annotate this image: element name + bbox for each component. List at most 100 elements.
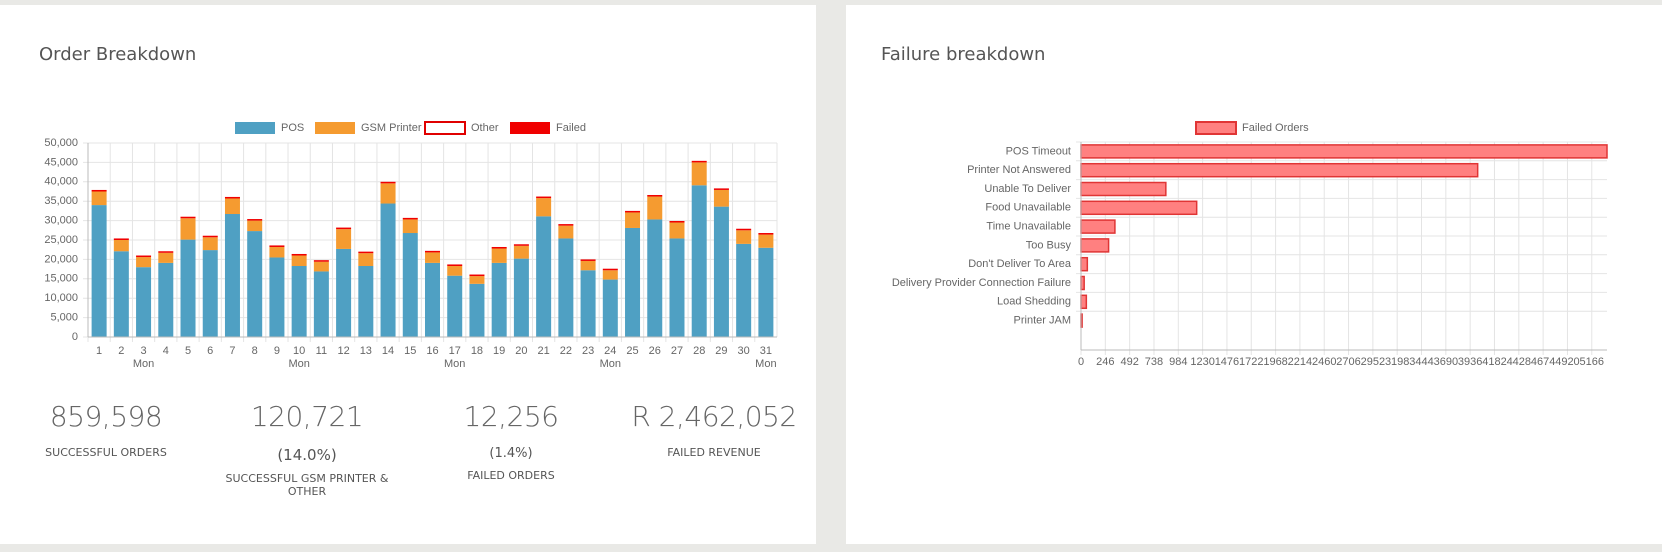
bar (1080, 144, 1608, 159)
stat: 859,598 SUCCESSFUL ORDERS (6, 400, 206, 459)
x-tick-label: 4920 (1555, 356, 1579, 368)
x-tick-label: 4428 (1507, 356, 1531, 368)
bar-segment (580, 259, 596, 261)
bar-segment (602, 270, 618, 280)
x-tick-label: 21 (538, 345, 550, 357)
x-tick-label: 13 (360, 345, 372, 357)
card-title: Failure breakdown (881, 44, 1045, 65)
bar-segment (336, 248, 352, 337)
bar-segment (669, 220, 685, 223)
bar-segment (224, 214, 240, 337)
x-tick-label: 3444 (1409, 356, 1433, 368)
x-tick-label: 15 (404, 345, 416, 357)
bar-segment (713, 189, 729, 207)
legend-swatch (1195, 121, 1237, 135)
bar-segment (358, 265, 374, 337)
bar-segment (91, 205, 107, 337)
x-tick-label: 30 (738, 345, 750, 357)
bar-segment (402, 217, 418, 220)
y-tick-label: 15,000 (44, 273, 78, 285)
bar-segment (358, 253, 374, 266)
x-tick-label: 10 (293, 345, 305, 357)
bar-segment (136, 257, 152, 268)
bar-segment (669, 238, 685, 337)
x-tick-label: 5 (185, 345, 191, 357)
y-tick-label: Too Busy (1026, 239, 1072, 251)
x-tick-label: 1968 (1263, 356, 1287, 368)
bar-segment (425, 262, 440, 337)
bar (1080, 238, 1110, 253)
bar-segment (736, 228, 752, 231)
bar-segment (647, 196, 663, 220)
legend-label: GSM Printer (361, 122, 422, 134)
bar-segment (536, 196, 552, 199)
x-tick-label: 14 (382, 345, 394, 357)
bar-segment (469, 283, 485, 337)
x-tick-label: 28 (693, 345, 705, 357)
legend-label: POS (281, 122, 304, 134)
bar-segment (625, 212, 641, 228)
x-tick-label: 3198 (1385, 356, 1409, 368)
bar-segment (224, 196, 240, 199)
y-tick-label: Time Unavailable (986, 221, 1071, 233)
y-tick-label: 40,000 (44, 176, 78, 188)
stat: 12,256 (1.4%) FAILED ORDERS (411, 400, 611, 482)
bar-segment (380, 183, 396, 204)
y-tick-label: 50,000 (44, 137, 78, 149)
bar-segment (602, 279, 618, 337)
bar-segment (158, 251, 174, 253)
bar-segment (336, 227, 352, 230)
bar (1080, 256, 1089, 272)
stat: R 2,462,052 FAILED REVENUE (614, 400, 814, 459)
x-tick-label: 2952 (1361, 356, 1385, 368)
bar-segment (180, 239, 196, 337)
x-tick-label: 11 (316, 345, 327, 357)
card-title: Order Breakdown (39, 44, 196, 65)
x-tick-label: 4182 (1482, 356, 1506, 368)
y-tick-label: Don't Deliver To Area (968, 258, 1072, 270)
bar-segment (247, 231, 263, 337)
bar-segment (291, 265, 307, 337)
bar-segment (313, 260, 329, 262)
legend-label: Failed (556, 122, 586, 134)
x-tick-label: 246 (1096, 356, 1114, 368)
bar-segment (558, 225, 574, 239)
bar-segment (758, 247, 774, 337)
x-tick-label: 2460 (1312, 356, 1336, 368)
bar-segment (691, 185, 707, 337)
bar-segment (380, 181, 396, 184)
bar (1080, 181, 1167, 197)
bar-segment (447, 275, 463, 337)
bar-segment (602, 268, 618, 271)
y-tick-label: 45,000 (44, 156, 78, 168)
bar-segment (447, 264, 463, 266)
stat-label: SUCCESSFUL GSM PRINTER & OTHER (225, 472, 389, 498)
bar-segment (647, 219, 663, 337)
bar-segment (380, 203, 396, 337)
bar-segment (291, 253, 307, 256)
x-tick-label: 3936 (1458, 356, 1482, 368)
bar-segment (269, 245, 285, 247)
bar-segment (113, 238, 129, 240)
x-tick-label: 25 (626, 345, 638, 357)
x-tick-label: 17 (449, 345, 461, 357)
bar-segment (402, 233, 418, 337)
bar-segment (136, 267, 152, 337)
x-tick-label: 18 (471, 345, 483, 357)
bar-segment (91, 189, 107, 192)
x-tick-sublabel: Mon (444, 358, 465, 370)
x-tick-label: 984 (1169, 356, 1187, 368)
bar-segment (513, 258, 529, 337)
bar-segment (113, 240, 129, 252)
bar-segment (313, 271, 329, 337)
stat-share: (14.0%) (277, 446, 337, 464)
bar-segment (758, 234, 774, 248)
x-tick-label: 9 (274, 345, 280, 357)
x-tick-sublabel: Mon (600, 358, 621, 370)
x-tick-sublabel: Mon (133, 358, 154, 370)
bar-segment (758, 233, 774, 235)
bar-segment (469, 276, 485, 284)
x-tick-label: 29 (715, 345, 727, 357)
